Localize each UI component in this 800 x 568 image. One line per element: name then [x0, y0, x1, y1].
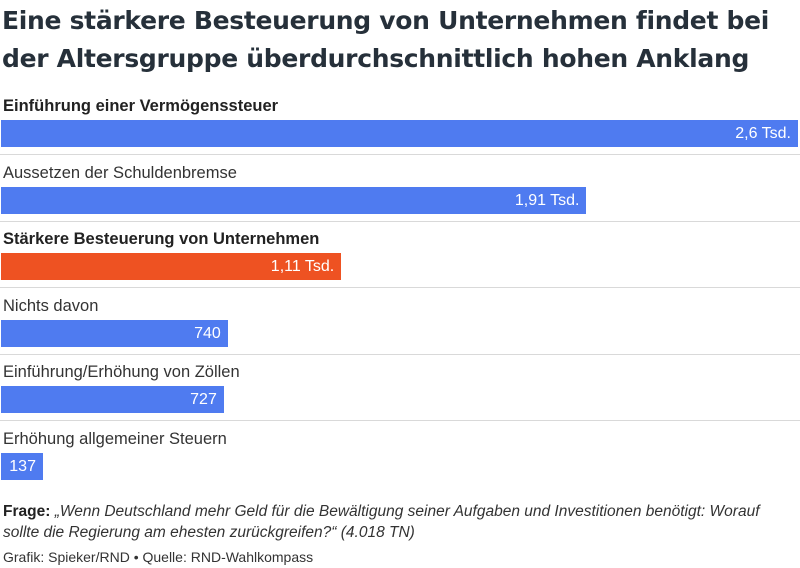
chart-row: Nichts davon 740: [0, 296, 800, 362]
chart-row: Aussetzen der Schuldenbremse 1,91 Tsd.: [0, 163, 800, 229]
bar-value-label: 2,6 Tsd.: [735, 125, 791, 142]
bar: 1,91 Tsd.: [1, 186, 587, 214]
bar-value-label: 137: [9, 457, 36, 475]
bar-value-label: 727: [190, 391, 217, 408]
chart-title: Eine stärkere Besteuerung von Unternehme…: [2, 6, 770, 73]
bar: 2,6 Tsd.: [1, 120, 798, 147]
bar: 137: [1, 452, 43, 480]
category-label: Aussetzen der Schuldenbremse: [3, 163, 237, 182]
question-text: „Wenn Deutschland mehr Geld für die Bewä…: [3, 503, 760, 541]
chart-row: Erhöhung allgemeiner Steuern 137: [0, 429, 800, 495]
category-label: Erhöhung allgemeiner Steuern: [3, 429, 227, 448]
chart-row: Stärkere Besteuerung von Unternehmen 1,11…: [0, 229, 800, 295]
bar-value-label: 740: [194, 324, 221, 342]
row-divider: [0, 154, 800, 155]
source-credits: Grafik: Spieker/RND • Quelle: RND-Wahlko…: [3, 549, 314, 565]
bar: 1,11 Tsd.: [1, 253, 342, 280]
chart-row: Einführung/Erhöhung von Zöllen 727: [0, 362, 800, 428]
row-divider: [0, 287, 800, 288]
respondent-count: (4.018 TN): [340, 524, 415, 541]
category-label: Stärkere Besteuerung von Unternehmen: [3, 230, 320, 248]
category-label: Einführung einer Vermögenssteuer: [3, 97, 279, 115]
category-label: Nichts davon: [3, 296, 99, 315]
chart-row: Einführung einer Vermögenssteuer 2,6 Tsd.: [0, 96, 800, 162]
row-divider: [0, 353, 800, 355]
row-divider: [0, 420, 800, 421]
row-divider: [0, 220, 800, 222]
question-note: Frage: „Wenn Deutschland mehr Geld für d…: [3, 501, 798, 543]
category-label: Einführung/Erhöhung von Zöllen: [3, 363, 240, 381]
bar-value-label: 1,11 Tsd.: [270, 258, 335, 275]
bar: 727: [1, 386, 224, 413]
bar-value-label: 1,91 Tsd.: [514, 191, 580, 209]
bar: 740: [1, 319, 228, 347]
question-label: Frage:: [3, 503, 51, 520]
